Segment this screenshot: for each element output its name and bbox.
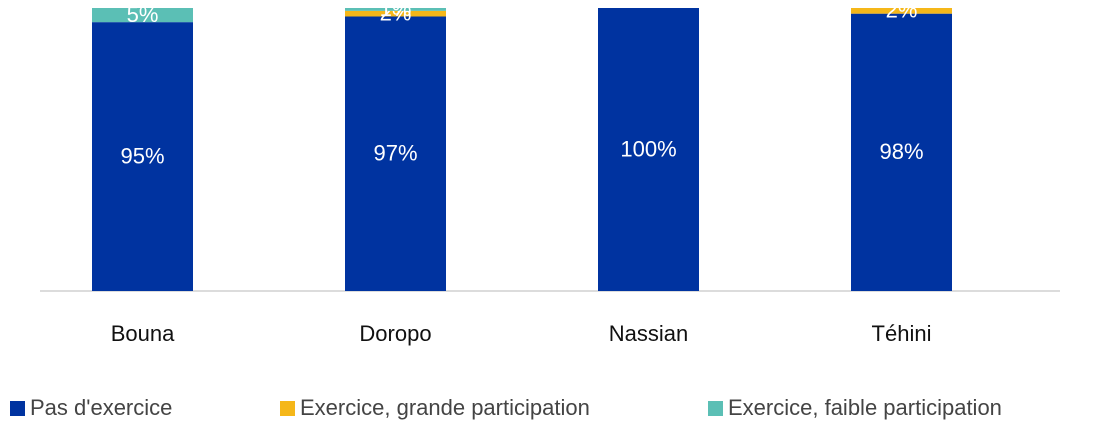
value-label: 2% xyxy=(380,0,412,25)
value-label: 2% xyxy=(886,0,918,23)
bar-segment xyxy=(851,13,952,291)
legend-swatch xyxy=(708,401,723,416)
bar-segment xyxy=(345,10,446,17)
legend-label: Exercice, grande participation xyxy=(300,395,590,420)
bar-segment xyxy=(345,16,446,292)
value-label: 98% xyxy=(879,139,923,164)
bar-segment xyxy=(598,8,699,291)
bar-segment xyxy=(92,8,193,23)
legend-label: Pas d'exercice xyxy=(30,395,172,420)
x-tick-label: Téhini xyxy=(872,321,932,346)
x-tick-label: Nassian xyxy=(609,321,688,346)
x-tick-label: Bouna xyxy=(111,321,175,346)
value-label: 97% xyxy=(373,141,417,166)
bar-segment xyxy=(851,8,952,14)
legend-swatch xyxy=(280,401,295,416)
bar-segment xyxy=(345,8,446,11)
bar-segment xyxy=(92,22,193,292)
value-label: 5% xyxy=(127,2,159,27)
value-label: 95% xyxy=(120,143,164,168)
value-label: 1% xyxy=(380,0,412,21)
value-label: 100% xyxy=(620,136,676,161)
legend-swatch xyxy=(10,401,25,416)
x-tick-label: Doropo xyxy=(359,321,431,346)
legend-label: Exercice, faible participation xyxy=(728,395,1002,420)
